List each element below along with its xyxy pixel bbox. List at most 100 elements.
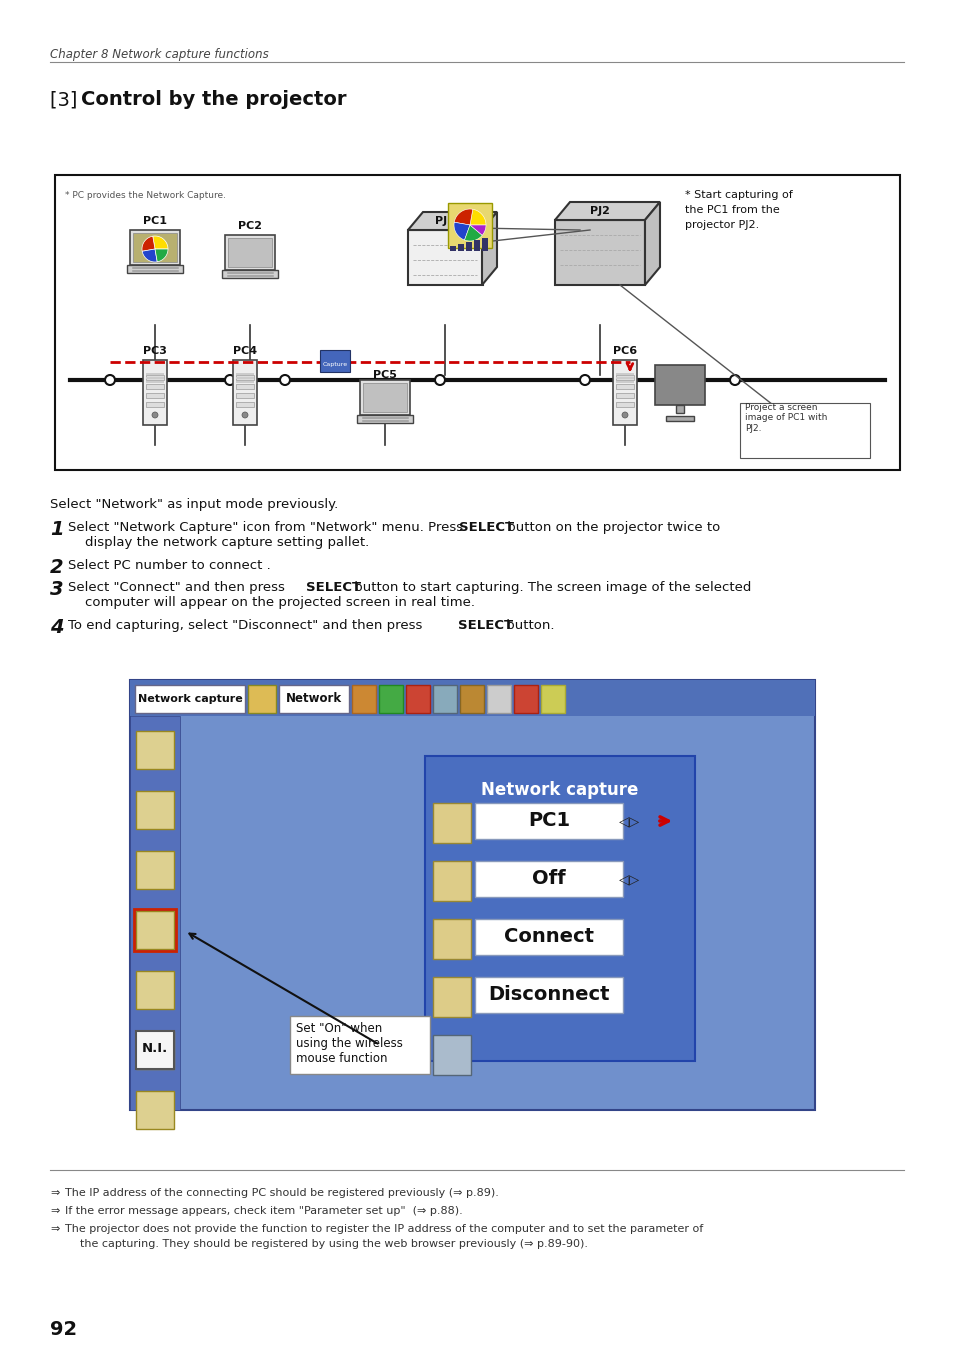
Bar: [474, 240, 479, 251]
Text: the PC1 from the: the PC1 from the: [684, 205, 779, 215]
Circle shape: [280, 375, 290, 385]
Bar: [433, 803, 471, 842]
Polygon shape: [454, 223, 470, 240]
Text: N.I.: N.I.: [142, 1042, 168, 1056]
Bar: [136, 1031, 173, 1069]
Bar: [459, 684, 483, 713]
Bar: [55, 176, 899, 470]
Text: PC1: PC1: [143, 216, 167, 225]
Circle shape: [225, 375, 234, 385]
Bar: [127, 265, 183, 273]
Bar: [655, 364, 704, 405]
Text: Select "Network" as input mode previously.: Select "Network" as input mode previousl…: [50, 498, 338, 512]
Bar: [143, 360, 167, 425]
Text: PC3: PC3: [143, 346, 167, 356]
Text: ⇒: ⇒: [50, 1206, 59, 1216]
Bar: [146, 375, 164, 379]
Text: Set "On" when
using the wireless
mouse function: Set "On" when using the wireless mouse f…: [295, 1022, 402, 1065]
Circle shape: [152, 412, 158, 418]
Text: To end capturing, select "Disconnect" and then press: To end capturing, select "Disconnect" an…: [68, 620, 426, 632]
Text: Control by the projector: Control by the projector: [81, 90, 346, 109]
Bar: [359, 379, 410, 414]
Text: PJ2: PJ2: [590, 207, 609, 216]
Text: Select "Network Capture" icon from "Network" menu. Press: Select "Network Capture" icon from "Netw…: [68, 521, 467, 535]
Bar: [352, 684, 375, 713]
Circle shape: [242, 412, 248, 418]
Bar: [616, 383, 634, 389]
Bar: [235, 377, 253, 379]
Text: 3: 3: [50, 580, 64, 599]
Text: PC5: PC5: [373, 370, 396, 379]
Bar: [665, 416, 693, 421]
Bar: [475, 919, 622, 954]
Text: SELECT: SELECT: [306, 580, 361, 594]
Text: * PC provides the Network Capture.: * PC provides the Network Capture.: [65, 190, 226, 200]
Bar: [450, 246, 456, 251]
Text: button on the projector twice to: button on the projector twice to: [502, 521, 720, 535]
Bar: [222, 270, 277, 278]
Text: PC2: PC2: [237, 221, 262, 231]
Text: Off: Off: [532, 869, 565, 888]
Bar: [136, 1091, 173, 1129]
Text: button.: button.: [501, 620, 554, 632]
Bar: [132, 234, 177, 262]
Bar: [130, 680, 814, 1110]
Circle shape: [154, 375, 165, 385]
Polygon shape: [142, 236, 154, 251]
Polygon shape: [152, 236, 168, 248]
Text: Network capture: Network capture: [137, 694, 242, 703]
Text: [3]: [3]: [50, 90, 84, 109]
Text: Select "Connect" and then press: Select "Connect" and then press: [68, 580, 289, 594]
Text: Select PC number to connect .: Select PC number to connect .: [68, 559, 271, 572]
Polygon shape: [454, 209, 473, 225]
Circle shape: [435, 375, 444, 385]
Bar: [433, 684, 456, 713]
Bar: [433, 919, 471, 958]
Bar: [616, 381, 634, 383]
Text: button to start capturing. The screen image of the selected: button to start capturing. The screen im…: [350, 580, 751, 594]
Text: ⇒: ⇒: [50, 1188, 59, 1197]
Bar: [136, 791, 173, 829]
Bar: [235, 373, 253, 375]
Bar: [136, 730, 173, 769]
Text: Chapter 8 Network capture functions: Chapter 8 Network capture functions: [50, 49, 269, 61]
Bar: [146, 381, 164, 383]
Bar: [378, 684, 402, 713]
Bar: [475, 861, 622, 896]
Text: projector PJ2.: projector PJ2.: [684, 220, 759, 230]
Text: PC1: PC1: [527, 811, 570, 830]
Bar: [433, 1035, 471, 1075]
Text: Network capture: Network capture: [481, 782, 638, 799]
Text: ⇒: ⇒: [50, 1224, 59, 1234]
Circle shape: [669, 375, 679, 385]
Bar: [136, 850, 173, 890]
Bar: [486, 684, 511, 713]
Text: If the error message appears, check item "Parameter set up"  (⇒ p.88).: If the error message appears, check item…: [65, 1206, 462, 1216]
Polygon shape: [464, 225, 482, 242]
Text: 4: 4: [50, 618, 64, 637]
Bar: [356, 414, 413, 423]
Bar: [130, 680, 814, 716]
Text: 92: 92: [50, 1320, 77, 1339]
Bar: [555, 220, 644, 285]
Bar: [133, 909, 175, 950]
Bar: [616, 377, 634, 379]
Bar: [235, 375, 253, 379]
Text: Project a screen
image of PC1 with
PJ2.: Project a screen image of PC1 with PJ2.: [744, 404, 826, 433]
Text: the capturing. They should be registered by using the web browser previously (⇒ : the capturing. They should be registered…: [80, 1239, 587, 1249]
Bar: [406, 684, 430, 713]
Bar: [616, 373, 634, 375]
Text: Disconnect: Disconnect: [488, 986, 609, 1004]
Bar: [616, 375, 634, 379]
Text: PC6: PC6: [612, 346, 637, 356]
Bar: [475, 803, 622, 838]
Text: The IP address of the connecting PC should be registered previously (⇒ p.89).: The IP address of the connecting PC shou…: [65, 1188, 498, 1197]
Text: ◁▷: ◁▷: [618, 872, 640, 886]
Bar: [433, 861, 471, 900]
Bar: [475, 977, 622, 1012]
Bar: [457, 244, 463, 251]
Polygon shape: [154, 248, 168, 262]
Bar: [613, 360, 637, 425]
Text: PC4: PC4: [233, 346, 256, 356]
Bar: [448, 202, 492, 248]
